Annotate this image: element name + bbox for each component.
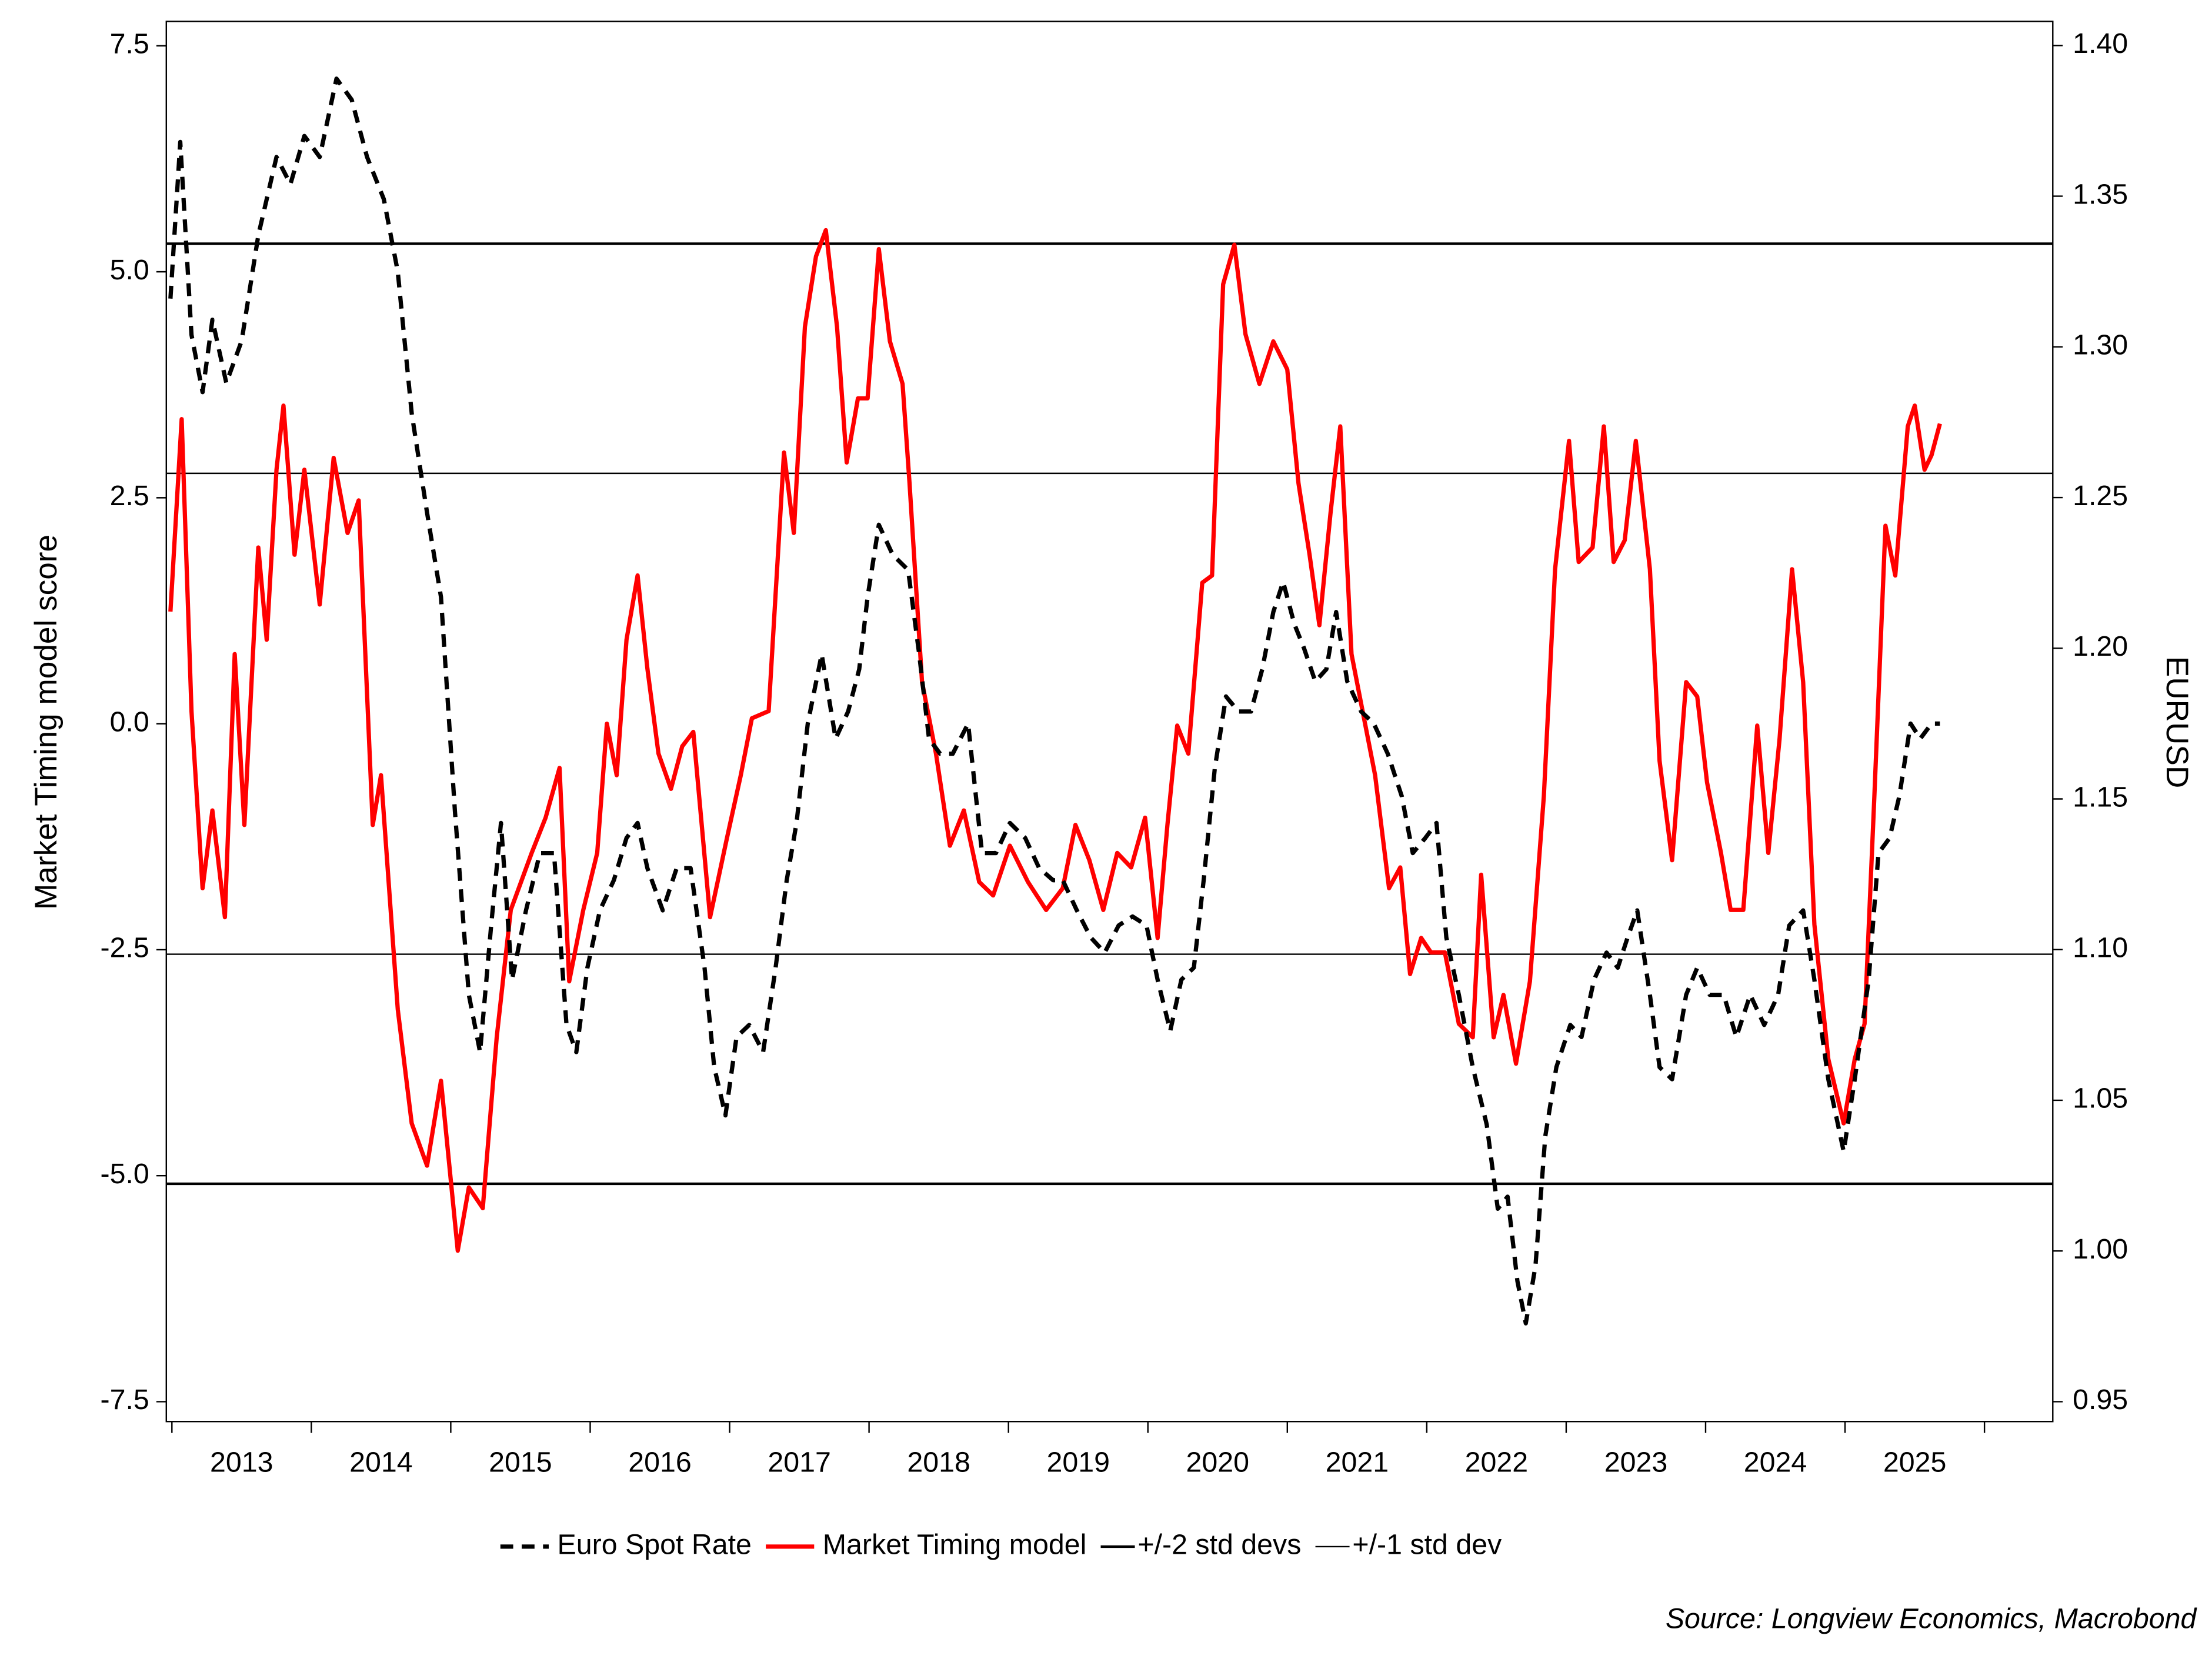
series-line: [168, 76, 1940, 1326]
x-tick-label: 2020: [1186, 1446, 1250, 1478]
y2-tick-label: 1.30: [2073, 329, 2128, 361]
y2-tick-label: 1.25: [2073, 480, 2128, 512]
y2-tick-label: 1.10: [2073, 932, 2128, 963]
legend-label: Euro Spot Rate: [558, 1529, 752, 1561]
y-tick-label: 0.0: [110, 706, 149, 737]
x-tick-label: 2016: [628, 1446, 692, 1478]
legend-label: Market Timing model: [823, 1529, 1087, 1561]
y-tick-label: -2.5: [101, 932, 149, 964]
y2-tick-label: 1.05: [2073, 1083, 2128, 1114]
legend-label: +/-2 std devs: [1137, 1529, 1301, 1561]
y2-tick-label: 1.35: [2073, 178, 2128, 210]
x-tick-label: 2019: [1046, 1446, 1110, 1478]
x-tick-label: 2013: [210, 1446, 273, 1478]
plot-frame: [165, 21, 2054, 1423]
x-tick-label: 2018: [907, 1446, 970, 1478]
x-tick-label: 2025: [1883, 1446, 1947, 1478]
x-tick-label: 2015: [489, 1446, 552, 1478]
y2-axis-title: EURUSD: [2160, 656, 2194, 788]
x-tick-label: 2022: [1465, 1446, 1529, 1478]
x-tick-label: 2021: [1326, 1446, 1389, 1478]
x-tick-label: 2017: [768, 1446, 831, 1478]
x-tick-label: 2023: [1604, 1446, 1668, 1478]
y2-tick-label: 0.95: [2073, 1384, 2128, 1416]
y2-tick-label: 1.20: [2073, 630, 2128, 662]
y2-tick-label: 1.00: [2073, 1233, 2128, 1265]
y-tick-label: -7.5: [101, 1384, 149, 1416]
source-note: Source: Longview Economics, Macrobond: [1666, 1603, 2198, 1634]
y-tick-label: 7.5: [110, 28, 149, 60]
y-tick-label: 2.5: [110, 480, 149, 512]
x-tick-label: 2014: [349, 1446, 413, 1478]
y2-tick-label: 1.40: [2073, 28, 2128, 59]
x-tick-label: 2024: [1744, 1446, 1807, 1478]
y2-tick-label: 1.15: [2073, 781, 2128, 813]
y-tick-label: 5.0: [110, 254, 149, 286]
legend-label: +/-1 std dev: [1352, 1529, 1502, 1561]
y-axis-title: Market Timing model score: [29, 535, 64, 910]
y-tick-label: -5.0: [101, 1158, 149, 1190]
series-line: [168, 228, 1942, 1253]
